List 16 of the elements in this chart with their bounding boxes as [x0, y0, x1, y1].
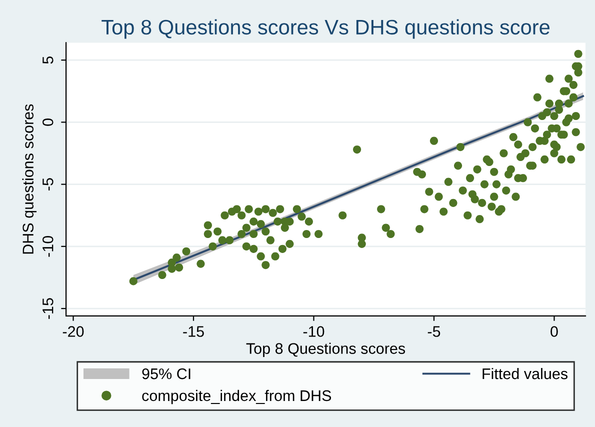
- text: 95% CI: [142, 368, 190, 380]
- y-axis-title: DHS questions scores: [22, 104, 37, 254]
- x-tick-label: 0: [550, 326, 558, 337]
- legend-label: composite_index_from DHS: [142, 390, 332, 404]
- x-axis-title: Top 8 Questions scores: [246, 342, 406, 357]
- x-tick-label: -20: [62, 326, 84, 337]
- y-tick-label: -10: [42, 236, 54, 257]
- x-tick-label: -10: [303, 326, 324, 337]
- chart-title: Top 8 Questions scores Vs DHS questions score: [102, 19, 550, 39]
- y-tick-label: 5: [42, 56, 54, 64]
- y-tick-label: -5: [42, 178, 54, 190]
- y-tick-label: 0: [42, 118, 54, 126]
- x-tick-label: -5: [428, 326, 440, 337]
- legend-label: Fitted values: [482, 368, 568, 380]
- x-tick-label: -15: [183, 326, 204, 337]
- y-tick-label: -15: [42, 298, 54, 319]
